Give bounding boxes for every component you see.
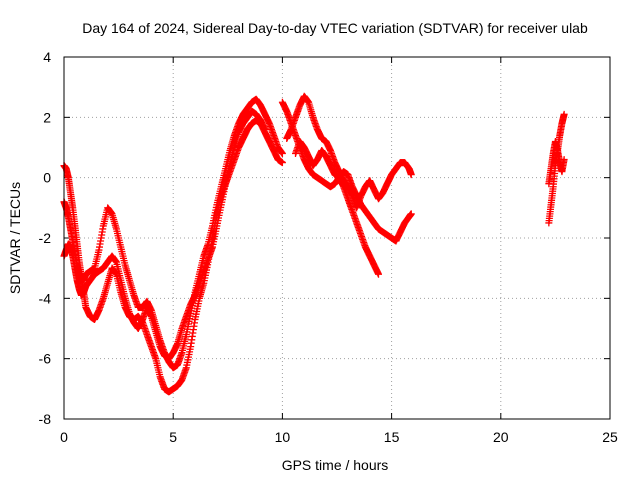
series-track-c bbox=[60, 107, 269, 363]
x-tick-label: 10 bbox=[275, 429, 291, 445]
y-tick-label: -4 bbox=[39, 290, 52, 306]
x-axis-label: GPS time / hours bbox=[282, 457, 389, 473]
y-tick-label: 2 bbox=[43, 109, 51, 125]
plus-marker bbox=[560, 156, 568, 164]
series-track-f bbox=[283, 92, 415, 212]
x-tick-label: 15 bbox=[384, 429, 400, 445]
axis-ticks: 0 5 10 15 20 25 -8 -6 -4 -2 0 2 4 bbox=[39, 49, 618, 445]
chart-title: Day 164 of 2024, Sidereal Day-to-day VTE… bbox=[82, 20, 588, 36]
x-tick-label: 20 bbox=[493, 429, 509, 445]
grid-lines bbox=[64, 57, 610, 419]
series-track-g bbox=[545, 110, 568, 227]
plus-marker bbox=[560, 110, 568, 118]
series-track-h bbox=[545, 137, 568, 188]
y-tick-label: -6 bbox=[39, 351, 52, 367]
plus-marker bbox=[261, 125, 269, 133]
x-tick-label: 5 bbox=[169, 429, 177, 445]
plus-marker bbox=[374, 270, 382, 278]
plus-marker bbox=[407, 171, 415, 179]
x-tick-label: 25 bbox=[602, 429, 618, 445]
y-tick-label: -2 bbox=[39, 230, 52, 246]
series-track-d bbox=[278, 98, 415, 245]
plus-marker bbox=[278, 150, 286, 158]
x-tick-label: 0 bbox=[60, 429, 68, 445]
plot-frame bbox=[63, 56, 611, 420]
y-axis-label: SDTVAR / TECUs bbox=[7, 182, 23, 294]
y-tick-label: -8 bbox=[39, 411, 52, 427]
plus-marker bbox=[278, 159, 286, 167]
plus-marker bbox=[407, 210, 415, 218]
y-tick-label: 0 bbox=[43, 170, 51, 186]
y-tick-label: 4 bbox=[43, 49, 51, 65]
data-marks bbox=[60, 92, 568, 396]
